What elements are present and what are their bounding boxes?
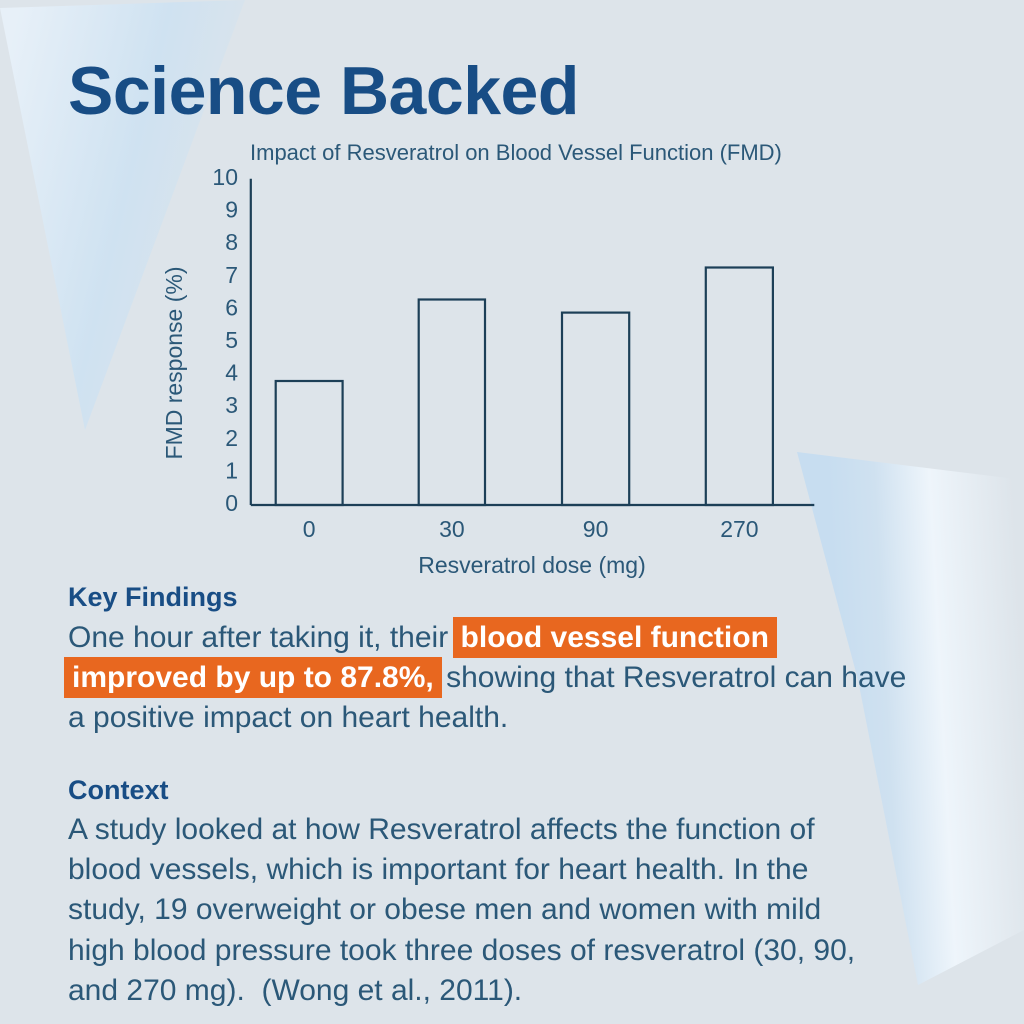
- svg-text:9: 9: [225, 196, 238, 222]
- svg-text:5: 5: [225, 327, 238, 353]
- svg-text:1: 1: [225, 457, 238, 483]
- svg-text:6: 6: [225, 294, 238, 320]
- svg-text:0: 0: [225, 490, 238, 516]
- svg-text:10: 10: [212, 164, 238, 190]
- svg-text:Resveratrol dose (mg): Resveratrol dose (mg): [418, 552, 646, 578]
- svg-text:270: 270: [720, 516, 758, 542]
- svg-text:30: 30: [439, 516, 465, 542]
- svg-text:90: 90: [583, 516, 609, 542]
- svg-text:FMD response (%): FMD response (%): [161, 267, 187, 460]
- svg-text:4: 4: [225, 360, 238, 386]
- svg-text:7: 7: [225, 262, 238, 288]
- svg-text:8: 8: [225, 229, 238, 255]
- svg-text:3: 3: [225, 392, 238, 418]
- svg-text:2: 2: [225, 425, 238, 451]
- svg-text:0: 0: [303, 516, 316, 542]
